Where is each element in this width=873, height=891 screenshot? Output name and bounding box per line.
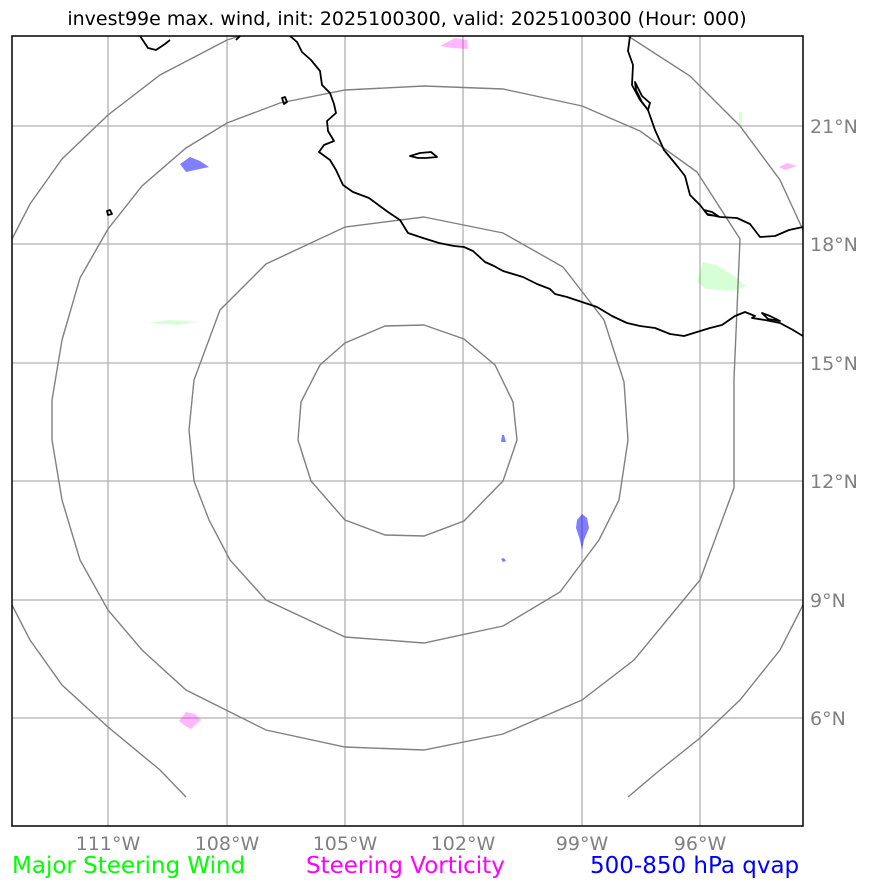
ring-4-lower-right bbox=[627, 604, 803, 798]
ring-3 bbox=[51, 85, 741, 751]
lat-label-6n: 6°N bbox=[810, 708, 846, 730]
lake-chapala bbox=[409, 151, 438, 159]
ring-2 bbox=[188, 216, 629, 644]
lon-label-102w: 102°W bbox=[431, 833, 496, 855]
coastline-gulf-inner bbox=[634, 81, 651, 111]
lon-label-105w: 105°W bbox=[313, 833, 378, 855]
coastlines bbox=[106, 36, 803, 337]
legend-steering-vorticity: Steering Vorticity bbox=[306, 853, 505, 879]
island-marias bbox=[281, 96, 288, 105]
longitude-labels: 111°W 108°W 105°W 102°W 99°W 96°W bbox=[76, 833, 727, 855]
distance-rings bbox=[12, 36, 803, 798]
island-marias-2 bbox=[106, 209, 113, 216]
lon-label-96w: 96°W bbox=[674, 833, 727, 855]
lon-label-111w: 111°W bbox=[76, 833, 141, 855]
legend-steering-wind: Major Steering Wind bbox=[12, 853, 246, 879]
graticule bbox=[12, 36, 803, 826]
map-title: invest99e max. wind, init: 2025100300, v… bbox=[67, 8, 747, 30]
ring-4-lower-left bbox=[12, 604, 187, 798]
lat-label-9n: 9°N bbox=[810, 590, 846, 612]
map-frame bbox=[11, 35, 804, 827]
legend-qvap: 500-850 hPa qvap bbox=[590, 853, 800, 879]
steering-vorticity-shading bbox=[179, 38, 797, 729]
coastline-top-left bbox=[139, 36, 171, 51]
coastline-mexico-pacific bbox=[289, 36, 803, 337]
lat-label-21n: 21°N bbox=[810, 116, 858, 138]
lat-label-15n: 15°N bbox=[810, 353, 858, 375]
lon-label-99w: 99°W bbox=[556, 833, 609, 855]
lagoon-east bbox=[703, 209, 719, 217]
qvap-shading bbox=[180, 157, 589, 562]
lagoon-southeast bbox=[761, 312, 781, 322]
lat-label-18n: 18°N bbox=[810, 234, 858, 256]
ring-4 bbox=[12, 36, 241, 240]
lon-label-108w: 108°W bbox=[195, 833, 260, 855]
coastline-gulf bbox=[627, 36, 803, 238]
ring-inner bbox=[297, 324, 518, 537]
latitude-labels: 21°N 18°N 15°N 12°N 9°N 6°N bbox=[810, 116, 858, 730]
steering-wind-shading bbox=[148, 112, 746, 325]
lat-label-12n: 12°N bbox=[810, 471, 858, 493]
ring-4-right bbox=[627, 36, 803, 231]
